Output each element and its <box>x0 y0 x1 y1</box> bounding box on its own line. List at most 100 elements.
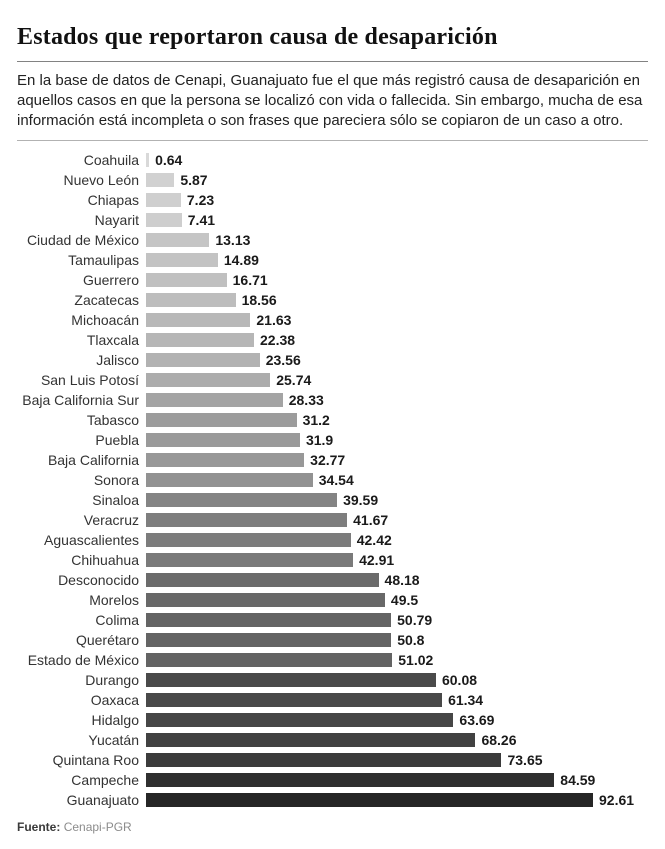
chart-row: Querétaro 50.8 <box>0 630 665 650</box>
value-label: 25.74 <box>276 372 312 388</box>
chart-row: Quintana Roo 73.65 <box>0 750 665 770</box>
category-label: Estado de México <box>27 652 139 668</box>
bar <box>146 733 476 747</box>
value-label: 68.26 <box>481 732 517 748</box>
category-label: Hidalgo <box>91 712 139 728</box>
chart-row: Tlaxcala 22.38 <box>0 330 665 350</box>
category-label: Baja California Sur <box>22 392 139 408</box>
chart-row: Coahuila 0.64 <box>0 150 665 170</box>
bar <box>146 333 255 347</box>
bar <box>146 253 218 267</box>
chart-row: Desconocido 48.18 <box>0 570 665 590</box>
bar <box>146 193 181 207</box>
category-label: Oaxaca <box>90 692 139 708</box>
chart-row: Hidalgo 63.69 <box>0 710 665 730</box>
chart-row: Nayarit 7.41 <box>0 210 665 230</box>
chart-row: Chihuahua 42.91 <box>0 550 665 570</box>
category-label: Campeche <box>71 772 139 788</box>
category-label: Chihuahua <box>71 552 139 568</box>
value-label: 51.02 <box>398 652 434 668</box>
category-label: Yucatán <box>88 732 139 748</box>
value-label: 61.34 <box>448 692 484 708</box>
chart-row: Tabasco 31.2 <box>0 410 665 430</box>
category-label: Chiapas <box>87 192 139 208</box>
value-label: 48.18 <box>384 572 420 588</box>
bar <box>146 473 313 487</box>
bar <box>146 693 443 707</box>
bar <box>146 593 385 607</box>
category-label: Jalisco <box>96 352 139 368</box>
category-label: Guerrero <box>82 272 139 288</box>
value-label: 22.38 <box>260 332 296 348</box>
chart-row: Sinaloa 39.59 <box>0 490 665 510</box>
value-label: 42.91 <box>359 552 395 568</box>
bar <box>146 233 210 247</box>
chart-row: Tamaulipas 14.89 <box>0 250 665 270</box>
bar <box>146 573 379 587</box>
bar <box>146 653 393 667</box>
chart-row: Campeche 84.59 <box>0 770 665 790</box>
category-label: Tlaxcala <box>86 332 139 348</box>
chart-row: Morelos 49.5 <box>0 590 665 610</box>
bar <box>146 393 283 407</box>
bar <box>146 453 305 467</box>
bar <box>146 753 502 767</box>
value-label: 7.23 <box>186 192 215 208</box>
category-label: San Luis Potosí <box>40 372 139 388</box>
category-label: Colima <box>95 612 139 628</box>
chart-row: Nuevo León 5.87 <box>0 170 665 190</box>
value-label: 50.8 <box>397 632 425 648</box>
bar <box>146 433 300 447</box>
value-label: 14.89 <box>223 252 259 268</box>
chart-row: Aguascalientes 42.42 <box>0 530 665 550</box>
source-label: Fuente: <box>17 820 61 834</box>
category-label: Querétaro <box>75 632 139 648</box>
chart-row: Zacatecas 18.56 <box>0 290 665 310</box>
value-label: 31.2 <box>302 412 330 428</box>
value-label: 41.67 <box>353 512 389 528</box>
page-title: Estados que reportaron causa de desapari… <box>17 24 498 50</box>
bar <box>146 153 150 167</box>
bar <box>146 353 260 367</box>
chart-row: Chiapas 7.23 <box>0 190 665 210</box>
chart-row: Baja California 32.77 <box>0 450 665 470</box>
intro-divider <box>17 140 648 141</box>
bar <box>146 613 392 627</box>
chart-row: Puebla 31.9 <box>0 430 665 450</box>
value-label: 60.08 <box>441 672 478 688</box>
value-label: 63.69 <box>459 712 495 728</box>
value-label: 18.56 <box>241 292 277 308</box>
value-label: 5.87 <box>180 172 208 188</box>
category-label: Coahuila <box>83 152 139 168</box>
intro-text: En la base de datos de Cenapi, Guanajuat… <box>17 72 643 129</box>
chart-row: Baja California Sur 28.33 <box>0 390 665 410</box>
category-label: Baja California <box>47 452 139 468</box>
chart-row: Durango 60.08 <box>0 670 665 690</box>
value-label: 50.79 <box>397 612 433 628</box>
source-note: Fuente: Cenapi-PGR <box>17 820 132 834</box>
category-label: Durango <box>85 672 139 688</box>
chart-row: Estado de México 51.02 <box>0 650 665 670</box>
category-label: Puebla <box>95 432 139 448</box>
value-label: 16.71 <box>232 272 268 288</box>
bar <box>146 713 454 727</box>
category-label: Aguascalientes <box>44 532 139 548</box>
bar <box>146 273 227 287</box>
category-label: Guanajuato <box>66 792 139 808</box>
bar <box>146 533 351 547</box>
chart-row: Oaxaca 61.34 <box>0 690 665 710</box>
value-label: 13.13 <box>215 232 251 248</box>
chart-row: Sonora 34.54 <box>0 470 665 490</box>
bar <box>146 513 348 527</box>
bar <box>146 413 297 427</box>
source-value: Cenapi-PGR <box>63 820 132 834</box>
chart-row: Veracruz 41.67 <box>0 510 665 530</box>
value-label: 7.41 <box>187 212 216 228</box>
bar <box>146 373 271 387</box>
value-label: 28.33 <box>288 392 324 408</box>
chart-row: Michoacán 21.63 <box>0 310 665 330</box>
category-label: Ciudad de México <box>26 232 139 248</box>
value-label: 21.63 <box>256 312 292 328</box>
chart-row: Jalisco 23.56 <box>0 350 665 370</box>
